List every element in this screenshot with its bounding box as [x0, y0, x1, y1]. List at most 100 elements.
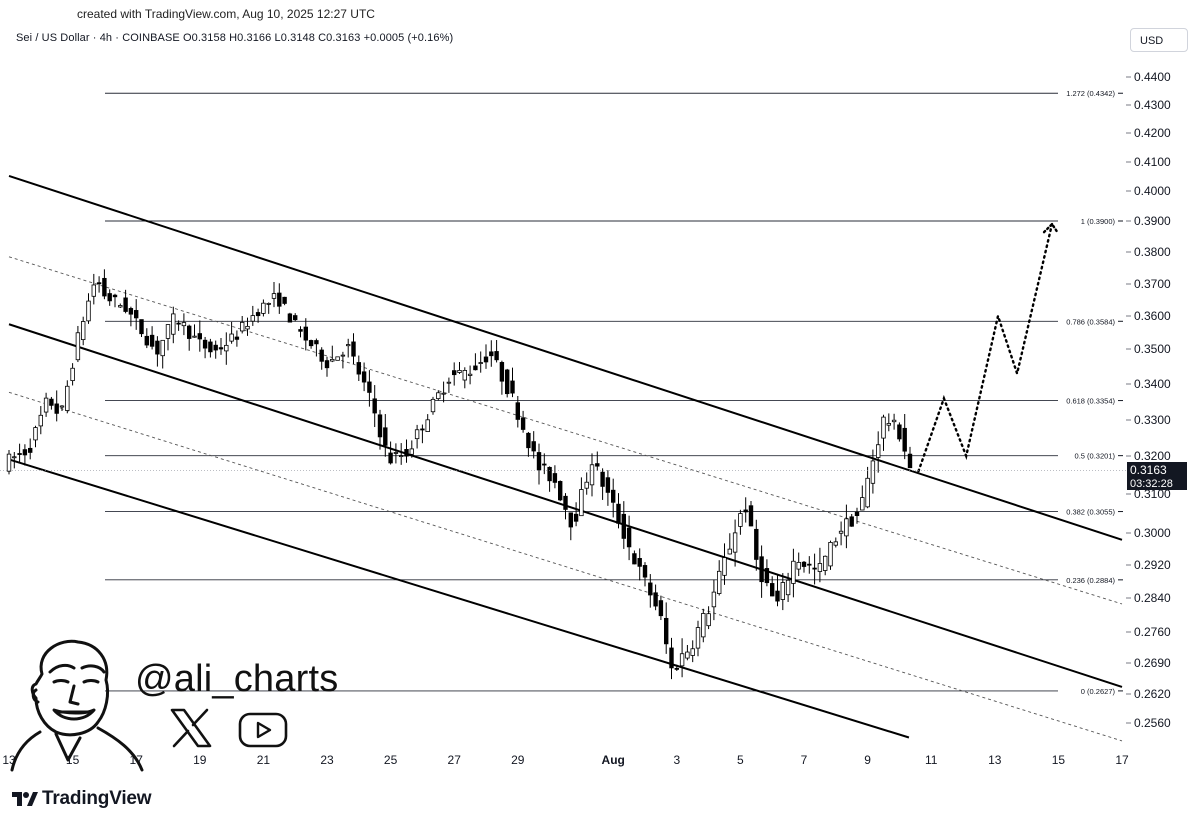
candle-body [6, 453, 12, 472]
candle-body [568, 512, 573, 528]
candle-body [356, 362, 361, 375]
candle-body [155, 340, 160, 355]
candle-body [838, 530, 844, 534]
candle-body [414, 429, 420, 440]
candle-body [616, 503, 621, 524]
candle-body [897, 424, 902, 440]
candle-body [785, 579, 791, 596]
fib-level-label: 0.786 (0.3584) [1066, 317, 1115, 326]
candle-body [192, 335, 197, 338]
candle-body [171, 313, 176, 335]
candle-body [255, 312, 261, 317]
candle-body [462, 370, 467, 381]
x-tick-label: 15 [1052, 753, 1066, 767]
candle-body [245, 325, 250, 330]
candle-body [266, 302, 271, 305]
candle-body [748, 505, 754, 527]
symbol-legend: Sei / US Dollar · 4h · COINBASE O0.3158 … [16, 32, 454, 44]
candle-body [764, 568, 770, 584]
candle-body [870, 460, 876, 484]
candle-body [436, 392, 441, 400]
x-tick-label: 7 [801, 753, 808, 767]
candle-body [489, 351, 494, 357]
candle-body [473, 365, 478, 371]
x-tick-label: 21 [257, 753, 271, 767]
candle-body [849, 516, 854, 527]
candle-body [22, 449, 28, 456]
candle-body [202, 339, 208, 349]
candle-body [695, 627, 701, 649]
y-tick-label: 0.3700 [1134, 277, 1171, 291]
candle-body [451, 370, 457, 376]
candle-body [499, 362, 505, 382]
channel-midline [8, 391, 1123, 742]
candle-body [213, 344, 218, 351]
candle-body [780, 582, 785, 600]
candle-body [86, 300, 91, 322]
candle-body [446, 381, 452, 384]
credit-text: created with TradingView.com, Aug 10, 20… [77, 7, 375, 21]
candle-body [308, 340, 314, 347]
candle-body [706, 613, 711, 627]
fib-level-label: 0.236 (0.2884) [1066, 576, 1115, 585]
projection-line [917, 222, 1054, 473]
channel-midline [8, 256, 1123, 605]
candlesticks [6, 269, 913, 680]
candle-body [181, 322, 187, 327]
candle-body [711, 591, 717, 608]
candle-body [626, 527, 632, 548]
candle-body [54, 403, 59, 414]
candle-body [679, 653, 685, 667]
x-tick-label: 5 [737, 753, 744, 767]
x-tick-label: 19 [193, 753, 207, 767]
candle-body [277, 292, 282, 307]
x-tick-label: 13 [988, 753, 1002, 767]
author-handle: @ali_charts [135, 658, 339, 700]
y-tick-label: 0.2690 [1134, 656, 1171, 670]
candle-body [27, 447, 33, 453]
candle-body [118, 305, 123, 308]
candle-body [409, 448, 414, 455]
candle-body [12, 456, 17, 459]
y-tick-label: 0.3600 [1134, 309, 1171, 323]
candle-body [340, 354, 346, 357]
fib-level-label: 0.5 (0.3201) [1075, 452, 1116, 461]
candle-body [690, 648, 695, 656]
candle-body [139, 319, 144, 335]
x-tick-label: 9 [864, 753, 871, 767]
candle-body [637, 558, 642, 567]
candle-body [478, 362, 483, 364]
candle-body [642, 565, 648, 578]
candle-body [229, 333, 234, 342]
candle-body [674, 667, 679, 670]
candle-body [828, 542, 833, 567]
candle-body [732, 532, 738, 553]
candle-body [531, 441, 536, 452]
candle-body [239, 321, 245, 332]
candle-body [743, 509, 748, 513]
currency-button[interactable]: USD [1130, 28, 1188, 52]
tradingview-logo: TradingView [12, 788, 152, 810]
candle-body [547, 466, 552, 482]
candle-body [812, 567, 817, 570]
y-tick-label: 0.4000 [1134, 184, 1171, 198]
candle-body [759, 556, 764, 583]
candle-body [722, 557, 727, 576]
candle-body [303, 326, 308, 341]
price-axis[interactable]: 0.4400 0.4300 0.4200 0.4100 0.4000 0.3900 0.38… [1126, 70, 1171, 730]
candle-body [388, 452, 393, 464]
x-tick-label: 23 [320, 753, 334, 767]
candle-body [605, 477, 611, 493]
candle-body [801, 561, 807, 567]
candle-body [292, 315, 298, 321]
candle-body [669, 647, 674, 669]
candle-body [648, 582, 653, 596]
candle-body [658, 600, 664, 617]
x-tick-label: 17 [1115, 753, 1129, 767]
channel-line [8, 458, 910, 739]
candle-body [38, 414, 43, 427]
candle-body [404, 449, 409, 457]
candle-body [367, 381, 372, 393]
time-axis[interactable]: 13 15 17 19 21 23 25 27 29 Aug 3 5 7 9 11 13 15 17 [2, 753, 1129, 767]
